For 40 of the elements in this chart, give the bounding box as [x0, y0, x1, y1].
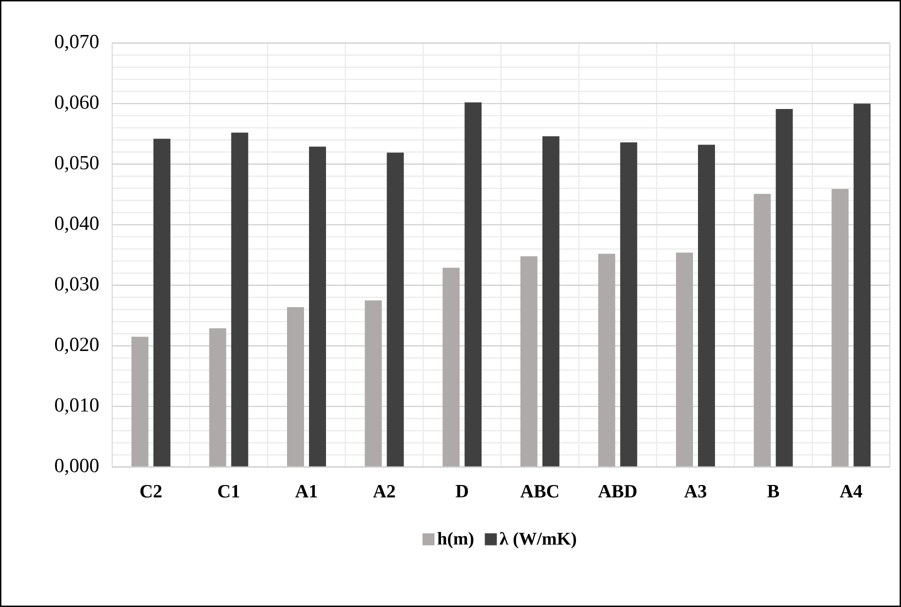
x-tick-label: A1 — [295, 485, 317, 498]
x-tick-label: D — [456, 485, 468, 498]
x-tick-label: ABD — [598, 485, 636, 498]
x-tick-label: C1 — [218, 485, 240, 498]
bar — [598, 254, 616, 467]
bar — [542, 136, 560, 467]
x-tick-label: A2 — [373, 485, 395, 498]
x-tick-label: C2 — [140, 485, 162, 498]
bar — [442, 268, 460, 467]
bar — [309, 146, 326, 467]
legend-label: h(m) — [438, 532, 474, 548]
x-tick-label: A3 — [684, 485, 706, 498]
x-tick-label: A4 — [840, 485, 862, 498]
bar — [776, 109, 793, 467]
y-tick-label: 0,060 — [55, 95, 99, 112]
bar — [464, 102, 482, 467]
bar — [131, 336, 148, 467]
y-tick-label: 0,050 — [55, 156, 99, 172]
bar — [364, 300, 382, 467]
y-tick-label: 0,040 — [55, 216, 99, 233]
bar — [698, 144, 715, 467]
bar — [209, 328, 226, 467]
bar — [153, 138, 170, 467]
bar — [520, 256, 538, 467]
bar — [832, 188, 849, 467]
y-tick-label: 0,030 — [55, 277, 99, 294]
y-tick-label: 0,070 — [55, 34, 99, 52]
bar — [854, 104, 871, 467]
y-tick-label: 0,020 — [55, 338, 99, 354]
bar — [676, 252, 693, 467]
y-tick-label: 0,000 — [55, 458, 99, 476]
legend-label: λ (W/mK) — [500, 532, 576, 548]
bar — [231, 132, 248, 467]
bar — [386, 152, 404, 467]
bar — [287, 307, 304, 467]
bar — [620, 142, 638, 467]
x-tick-label: ABC — [520, 485, 558, 498]
bar — [754, 194, 771, 467]
x-tick-label: B — [767, 485, 780, 498]
y-tick-label: 0,010 — [55, 398, 99, 415]
